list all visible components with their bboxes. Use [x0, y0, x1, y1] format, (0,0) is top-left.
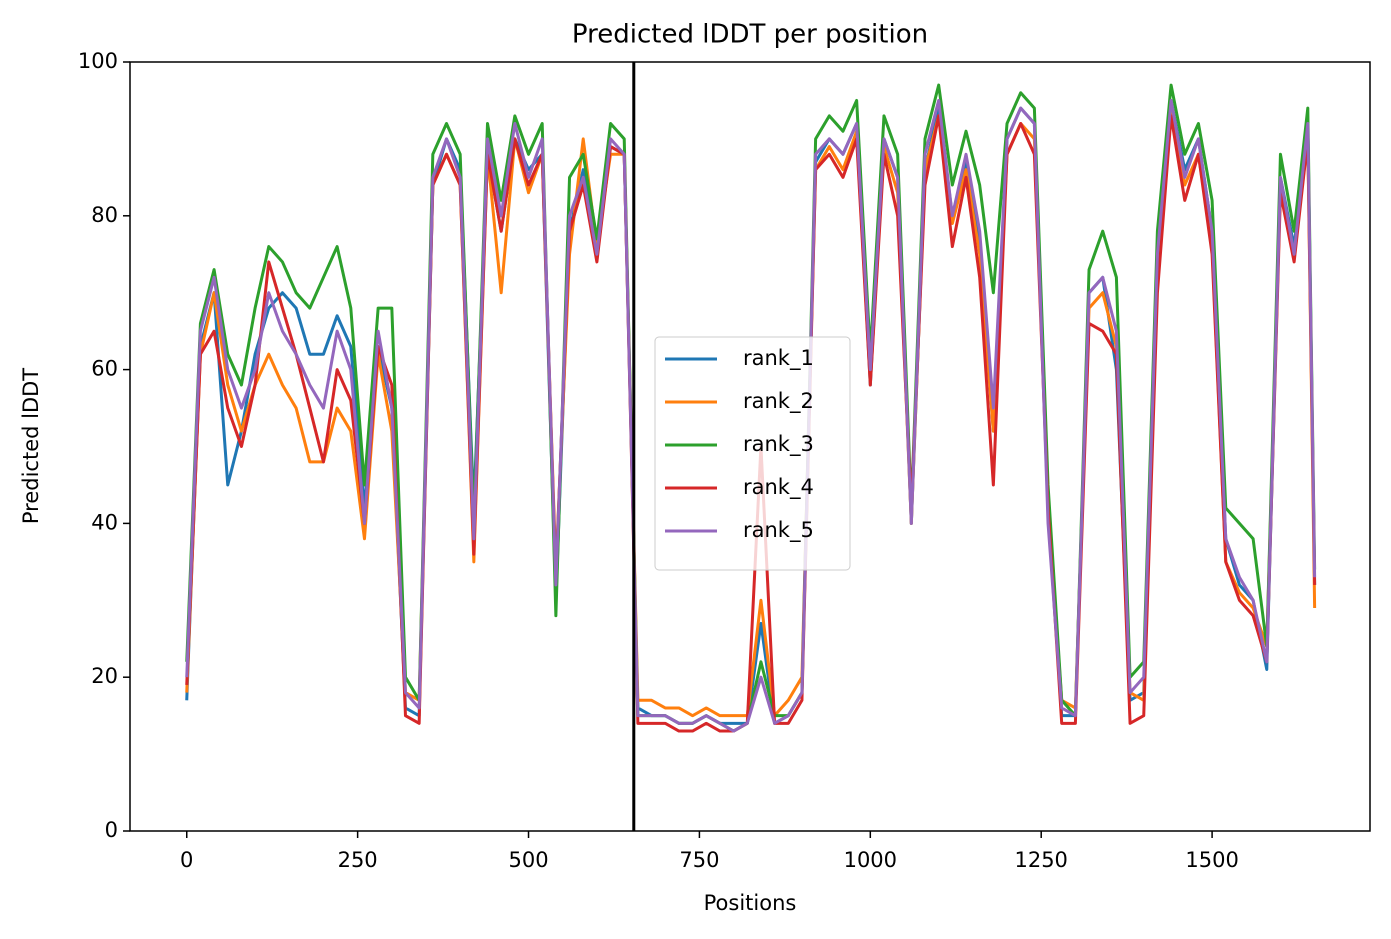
y-tick-label: 0 [105, 818, 118, 842]
x-tick-label: 0 [180, 848, 193, 872]
y-tick-label: 20 [91, 664, 118, 688]
x-tick-label: 250 [338, 848, 378, 872]
legend: rank_1 rank_2 rank_3 rank_4 rank_5 [654, 336, 851, 571]
x-tick-label: 1000 [844, 848, 897, 872]
legend-label: rank_1 [743, 346, 814, 371]
y-tick-label: 40 [91, 510, 118, 534]
y-tick-label: 100 [78, 49, 118, 73]
y-tick-label: 60 [91, 357, 118, 381]
legend-label: rank_3 [743, 432, 814, 457]
legend-box [654, 336, 851, 571]
y-axis-label: Predicted lDDT [19, 368, 43, 524]
x-tick-label: 1250 [1014, 848, 1067, 872]
x-tick-label: 1500 [1185, 848, 1238, 872]
series-line [185, 98, 1317, 733]
series-line [185, 83, 1317, 733]
x-tick-label: 500 [508, 848, 548, 872]
plot-frame [129, 61, 1371, 832]
legend-label: rank_5 [743, 518, 814, 543]
y-tick-label: 80 [91, 203, 118, 227]
x-tick-label: 750 [679, 848, 719, 872]
legend-label: rank_2 [743, 389, 814, 414]
chart-title: Predicted lDDT per position [572, 20, 928, 50]
x-axis-label: Positions [704, 891, 797, 915]
legend-label: rank_4 [743, 475, 814, 500]
